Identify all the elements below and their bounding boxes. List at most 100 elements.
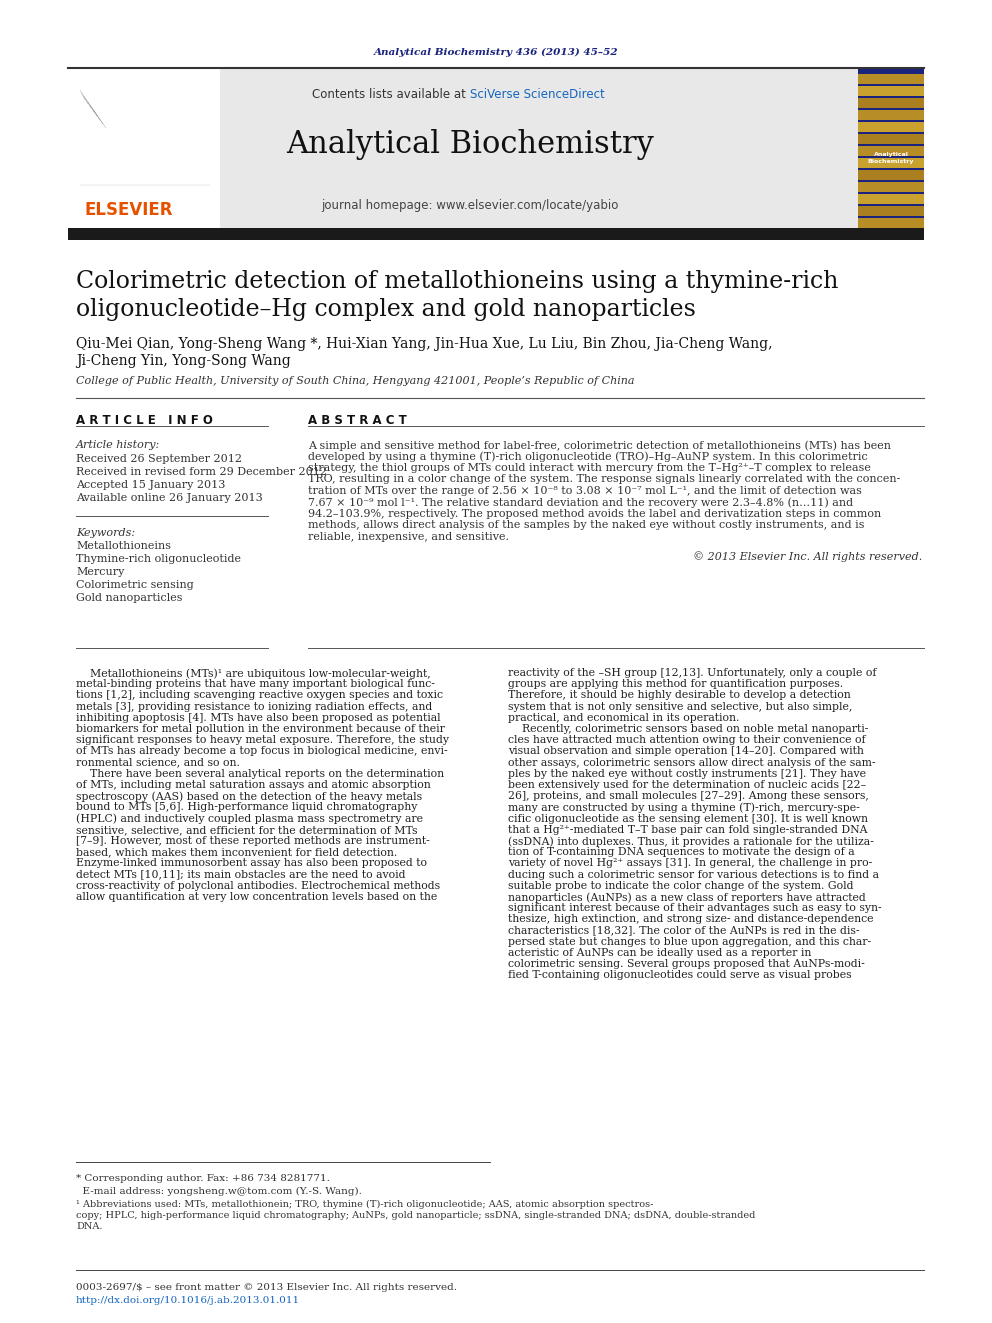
Text: Qiu-Mei Qian, Yong-Sheng Wang *, Hui-Xian Yang, Jin-Hua Xue, Lu Liu, Bin Zhou, J: Qiu-Mei Qian, Yong-Sheng Wang *, Hui-Xia… — [76, 337, 773, 351]
Text: tration of MTs over the range of 2.56 × 10⁻⁸ to 3.08 × 10⁻⁷ mol L⁻¹, and the lim: tration of MTs over the range of 2.56 × … — [308, 486, 862, 496]
Text: groups are applying this method for quantification purposes.: groups are applying this method for quan… — [508, 679, 843, 689]
Text: spectroscopy (AAS) based on the detection of the heavy metals: spectroscopy (AAS) based on the detectio… — [76, 791, 423, 802]
Text: Analytical
Biochemistry: Analytical Biochemistry — [868, 152, 915, 164]
Bar — [858, 206, 924, 216]
Bar — [858, 169, 924, 180]
Text: Colorimetric detection of metallothioneins using a thymine-rich: Colorimetric detection of metallothionei… — [76, 270, 838, 292]
Text: allow quantification at very low concentration levels based on the: allow quantification at very low concent… — [76, 892, 437, 902]
Text: 94.2–103.9%, respectively. The proposed method avoids the label and derivatizati: 94.2–103.9%, respectively. The proposed … — [308, 509, 881, 519]
Text: colorimetric sensing. Several groups proposed that AuNPs-modi-: colorimetric sensing. Several groups pro… — [508, 959, 865, 970]
Text: been extensively used for the determination of nucleic acids [22–: been extensively used for the determinat… — [508, 781, 866, 790]
Text: reliable, inexpensive, and sensitive.: reliable, inexpensive, and sensitive. — [308, 532, 509, 542]
Text: Received in revised form 29 December 2012: Received in revised form 29 December 201… — [76, 467, 327, 478]
Text: Colorimetric sensing: Colorimetric sensing — [76, 579, 193, 590]
Text: practical, and economical in its operation.: practical, and economical in its operati… — [508, 713, 739, 722]
Text: system that is not only sensitive and selective, but also simple,: system that is not only sensitive and se… — [508, 701, 852, 712]
Text: suitable probe to indicate the color change of the system. Gold: suitable probe to indicate the color cha… — [508, 881, 853, 890]
Bar — [68, 67, 924, 228]
Text: ¹ Abbreviations used: MTs, metallothionein; TRO, thymine (T)-rich oligonucleotid: ¹ Abbreviations used: MTs, metallothione… — [76, 1200, 654, 1209]
Text: ples by the naked eye without costly instruments [21]. They have: ples by the naked eye without costly ins… — [508, 769, 866, 779]
Text: methods, allows direct analysis of the samples by the naked eye without costly i: methods, allows direct analysis of the s… — [308, 520, 864, 531]
Text: tion of T-containing DNA sequences to motivate the design of a: tion of T-containing DNA sequences to mo… — [508, 847, 855, 857]
Text: copy; HPLC, high-performance liquid chromatography; AuNPs, gold nanoparticle; ss: copy; HPLC, high-performance liquid chro… — [76, 1211, 755, 1220]
Text: Therefore, it should be highly desirable to develop a detection: Therefore, it should be highly desirable… — [508, 691, 851, 700]
Text: acteristic of AuNPs can be ideally used as a reporter in: acteristic of AuNPs can be ideally used … — [508, 949, 811, 958]
Text: Gold nanoparticles: Gold nanoparticles — [76, 593, 183, 603]
Text: thesize, high extinction, and strong size- and distance-dependence: thesize, high extinction, and strong siz… — [508, 914, 874, 925]
Text: Mercury: Mercury — [76, 568, 124, 577]
Text: TRO, resulting in a color change of the system. The response signals linearly co: TRO, resulting in a color change of the … — [308, 475, 901, 484]
Text: sensitive, selective, and efficient for the determination of MTs: sensitive, selective, and efficient for … — [76, 824, 418, 835]
Text: tions [1,2], including scavenging reactive oxygen species and toxic: tions [1,2], including scavenging reacti… — [76, 691, 443, 700]
Bar — [858, 183, 924, 192]
Text: A R T I C L E   I N F O: A R T I C L E I N F O — [76, 414, 213, 427]
Text: variety of novel Hg²⁺ assays [31]. In general, the challenge in pro-: variety of novel Hg²⁺ assays [31]. In ge… — [508, 859, 872, 868]
Text: Available online 26 January 2013: Available online 26 January 2013 — [76, 493, 263, 503]
Text: metals [3], providing resistance to ionizing radiation effects, and: metals [3], providing resistance to ioni… — [76, 701, 433, 712]
Text: * Corresponding author. Fax: +86 734 8281771.: * Corresponding author. Fax: +86 734 828… — [76, 1174, 330, 1183]
Text: persed state but changes to blue upon aggregation, and this char-: persed state but changes to blue upon ag… — [508, 937, 871, 947]
Text: that a Hg²⁺-mediated T–T base pair can fold single-stranded DNA: that a Hg²⁺-mediated T–T base pair can f… — [508, 824, 867, 835]
Text: cific oligonucleotide as the sensing element [30]. It is well known: cific oligonucleotide as the sensing ele… — [508, 814, 868, 824]
Text: http://dx.doi.org/10.1016/j.ab.2013.01.011: http://dx.doi.org/10.1016/j.ab.2013.01.0… — [76, 1297, 301, 1304]
Text: Enzyme-linked immunosorbent assay has also been proposed to: Enzyme-linked immunosorbent assay has al… — [76, 859, 427, 868]
Text: College of Public Health, University of South China, Hengyang 421001, People’s R: College of Public Health, University of … — [76, 376, 635, 386]
Bar — [858, 74, 924, 83]
Text: of MTs has already become a top focus in biological medicine, envi-: of MTs has already become a top focus in… — [76, 746, 447, 757]
Text: journal homepage: www.elsevier.com/locate/yabio: journal homepage: www.elsevier.com/locat… — [321, 198, 619, 212]
Text: bound to MTs [5,6]. High-performance liquid chromatography: bound to MTs [5,6]. High-performance liq… — [76, 803, 418, 812]
Text: strategy, the thiol groups of MTs could interact with mercury from the T–Hg²⁺–T : strategy, the thiol groups of MTs could … — [308, 463, 871, 474]
Text: There have been several analytical reports on the determination: There have been several analytical repor… — [76, 769, 444, 779]
Text: [7–9]. However, most of these reported methods are instrument-: [7–9]. However, most of these reported m… — [76, 836, 430, 845]
Text: reactivity of the –SH group [12,13]. Unfortunately, only a couple of: reactivity of the –SH group [12,13]. Unf… — [508, 668, 877, 677]
Text: Ji-Cheng Yin, Yong-Song Wang: Ji-Cheng Yin, Yong-Song Wang — [76, 355, 291, 368]
Text: metal-binding proteins that have many important biological func-: metal-binding proteins that have many im… — [76, 679, 434, 689]
Text: Metallothioneins: Metallothioneins — [76, 541, 171, 550]
Text: Keywords:: Keywords: — [76, 528, 135, 538]
Text: 0003-2697/$ – see front matter © 2013 Elsevier Inc. All rights reserved.: 0003-2697/$ – see front matter © 2013 El… — [76, 1283, 457, 1293]
Text: A simple and sensitive method for label-free, colorimetric detection of metallot: A simple and sensitive method for label-… — [308, 441, 891, 451]
Text: oligonucleotide–Hg complex and gold nanoparticles: oligonucleotide–Hg complex and gold nano… — [76, 298, 695, 321]
Text: E-mail address: yongsheng.w@tom.com (Y.-S. Wang).: E-mail address: yongsheng.w@tom.com (Y.-… — [76, 1187, 362, 1196]
Text: A B S T R A C T: A B S T R A C T — [308, 414, 407, 427]
Text: Accepted 15 January 2013: Accepted 15 January 2013 — [76, 480, 225, 490]
Text: Received 26 September 2012: Received 26 September 2012 — [76, 454, 242, 464]
Text: significant responses to heavy metal exposure. Therefore, the study: significant responses to heavy metal exp… — [76, 736, 449, 745]
Text: ELSEVIER: ELSEVIER — [85, 201, 174, 220]
Text: 7.67 × 10⁻⁹ mol l⁻¹. The relative standard deviation and the recovery were 2.3–4: 7.67 × 10⁻⁹ mol l⁻¹. The relative standa… — [308, 497, 853, 508]
Text: characteristics [18,32]. The color of the AuNPs is red in the dis-: characteristics [18,32]. The color of th… — [508, 926, 859, 935]
Text: Article history:: Article history: — [76, 441, 161, 450]
Text: other assays, colorimetric sensors allow direct analysis of the sam-: other assays, colorimetric sensors allow… — [508, 758, 876, 767]
Text: SciVerse ScienceDirect: SciVerse ScienceDirect — [470, 89, 605, 102]
Text: DNA.: DNA. — [76, 1222, 102, 1230]
Bar — [858, 134, 924, 144]
Bar — [858, 122, 924, 132]
Text: Recently, colorimetric sensors based on noble metal nanoparti-: Recently, colorimetric sensors based on … — [508, 724, 868, 734]
Text: fied T-containing oligonucleotides could serve as visual probes: fied T-containing oligonucleotides could… — [508, 970, 851, 980]
Bar — [858, 157, 924, 168]
Text: based, which makes them inconvenient for field detection.: based, which makes them inconvenient for… — [76, 847, 397, 857]
Text: ronmental science, and so on.: ronmental science, and so on. — [76, 758, 240, 767]
Text: Contents lists available at: Contents lists available at — [312, 89, 470, 102]
Text: 26], proteins, and small molecules [27–29]. Among these sensors,: 26], proteins, and small molecules [27–2… — [508, 791, 869, 802]
Text: (ssDNA) into duplexes. Thus, it provides a rationale for the utiliza-: (ssDNA) into duplexes. Thus, it provides… — [508, 836, 874, 847]
Text: developed by using a thymine (T)-rich oligonucleotide (TRO)–Hg–AuNP system. In t: developed by using a thymine (T)-rich ol… — [308, 451, 868, 462]
Bar — [858, 67, 924, 228]
Bar — [858, 110, 924, 120]
Text: Thymine-rich oligonucleotide: Thymine-rich oligonucleotide — [76, 554, 241, 564]
Bar — [858, 194, 924, 204]
Text: cross-reactivity of polyclonal antibodies. Electrochemical methods: cross-reactivity of polyclonal antibodie… — [76, 881, 440, 890]
Text: visual observation and simple operation [14–20]. Compared with: visual observation and simple operation … — [508, 746, 864, 757]
Bar — [858, 218, 924, 228]
Text: significant interest because of their advantages such as easy to syn-: significant interest because of their ad… — [508, 904, 882, 913]
Text: cles have attracted much attention owing to their convenience of: cles have attracted much attention owing… — [508, 736, 866, 745]
Bar — [68, 67, 220, 228]
Text: Metallothioneins (MTs)¹ are ubiquitous low-molecular-weight,: Metallothioneins (MTs)¹ are ubiquitous l… — [76, 668, 431, 679]
Text: Analytical Biochemistry 436 (2013) 45–52: Analytical Biochemistry 436 (2013) 45–52 — [374, 48, 618, 57]
Text: detect MTs [10,11]; its main obstacles are the need to avoid: detect MTs [10,11]; its main obstacles a… — [76, 869, 406, 880]
Bar — [68, 228, 924, 239]
Text: of MTs, including metal saturation assays and atomic absorption: of MTs, including metal saturation assay… — [76, 781, 431, 790]
Text: inhibiting apoptosis [4]. MTs have also been proposed as potential: inhibiting apoptosis [4]. MTs have also … — [76, 713, 440, 722]
Text: nanoparticles (AuNPs) as a new class of reporters have attracted: nanoparticles (AuNPs) as a new class of … — [508, 892, 866, 902]
Bar — [858, 98, 924, 108]
